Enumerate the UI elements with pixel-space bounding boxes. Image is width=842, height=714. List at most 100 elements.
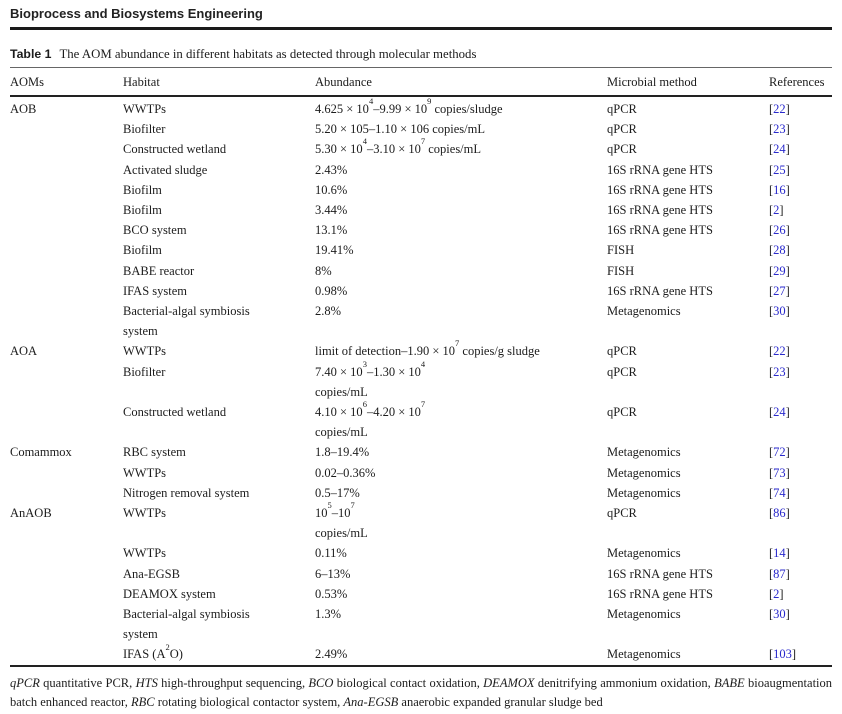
aom-cell: AOA	[10, 344, 38, 359]
aom-cell	[10, 139, 123, 159]
reference-link[interactable]: [87]	[769, 566, 790, 581]
column-header-habitat: Habitat	[123, 67, 315, 97]
aom-cell	[10, 463, 123, 483]
reference-cell: [73]	[769, 463, 832, 483]
habitat-cell: Biofilm	[123, 243, 162, 258]
habitat-cell: Biofilm	[123, 203, 162, 218]
method-cell: qPCR	[607, 506, 637, 521]
habitat-cell: Activated sludge	[123, 162, 208, 177]
abundance-cell: 13.1%	[315, 223, 348, 238]
aom-cell	[10, 160, 123, 180]
aom-cell	[10, 362, 123, 402]
aom-cell	[10, 200, 123, 220]
method-cell: Metagenomics	[607, 607, 681, 622]
reference-cell: [74]	[769, 483, 832, 503]
journal-title: Bioprocess and Biosystems Engineering	[10, 6, 263, 21]
reference-link[interactable]: [72]	[769, 445, 790, 460]
table-row: Constructed wetland 5.30 × 104–3.10 × 107…	[10, 137, 832, 159]
reference-link[interactable]: [23]	[769, 122, 790, 137]
habitat-cell: Constructed wetland	[123, 142, 227, 157]
aom-cell	[10, 220, 123, 240]
table-header: AOMs Habitat Abundance Microbial method …	[10, 67, 832, 97]
table-row: Biofilm 3.44% 16S rRNA gene HTS [2]	[10, 200, 832, 220]
table-caption-text: The AOM abundance in different habitats …	[59, 47, 477, 61]
abundance-cell: 2.49%	[315, 647, 348, 662]
reference-link[interactable]: [103]	[769, 647, 797, 662]
reference-link[interactable]: [26]	[769, 223, 790, 238]
habitat-cell: Biofilter	[123, 122, 166, 137]
reference-link[interactable]: [25]	[769, 162, 790, 177]
method-cell: qPCR	[607, 405, 637, 420]
reference-link[interactable]: [24]	[769, 405, 790, 420]
abundance-cell: 3.44%	[315, 203, 348, 218]
table-row: Biofilter 5.20 × 105–1.10 × 106 copies/mL…	[10, 119, 832, 139]
habitat-cell: WWTPs	[123, 465, 167, 480]
reference-link[interactable]: [2]	[769, 586, 784, 601]
method-cell: 16S rRNA gene HTS	[607, 586, 713, 601]
table-row: Biofilm 19.41% FISH [28]	[10, 240, 832, 260]
habitat-cell: WWTPs	[123, 102, 167, 116]
reference-link[interactable]: [14]	[769, 546, 790, 561]
method-cell: Metagenomics	[607, 546, 681, 561]
abundance-cell: 0.98%	[315, 283, 348, 298]
reference-link[interactable]: [2]	[769, 203, 784, 218]
reference-link[interactable]: [30]	[769, 304, 790, 319]
aom-cell: Comammox	[10, 445, 72, 460]
reference-cell: [28]	[769, 240, 832, 260]
habitat-cell: Constructed wetland	[123, 405, 227, 420]
abundance-cell: 6–13%	[315, 566, 351, 581]
abundance-cell: 1.8–19.4%	[315, 445, 370, 460]
reference-link[interactable]: [29]	[769, 263, 790, 278]
aom-cell	[10, 261, 123, 281]
method-cell: Metagenomics	[607, 465, 681, 480]
abundance-cell: 0.53%	[315, 586, 348, 601]
aom-cell	[10, 644, 123, 665]
table-row: Constructed wetland 4.10 × 106–4.20 × 107…	[10, 400, 832, 442]
reference-cell: [22]	[769, 341, 832, 361]
habitat-cell: WWTPs	[123, 506, 167, 521]
abundance-cell: 2.8%	[315, 304, 342, 319]
reference-link[interactable]: [23]	[769, 364, 790, 379]
reference-link[interactable]: [22]	[769, 344, 790, 359]
abundance-cell: 10.6%	[315, 182, 348, 197]
method-cell: qPCR	[607, 364, 637, 379]
reference-link[interactable]: [16]	[769, 182, 790, 197]
method-cell: qPCR	[607, 344, 637, 359]
reference-cell: [27]	[769, 281, 832, 301]
abundance-cell: 4.625 × 104–9.99 × 109 copies/sludge	[315, 96, 503, 116]
column-header-aoms: AOMs	[10, 67, 123, 97]
reference-link[interactable]: [86]	[769, 506, 790, 521]
habitat-cell: IFAS system	[123, 283, 188, 298]
table-row: IFAS system 0.98% 16S rRNA gene HTS [27]	[10, 281, 832, 301]
reference-link[interactable]: [73]	[769, 465, 790, 480]
reference-link[interactable]: [30]	[769, 607, 790, 622]
aom-cell	[10, 402, 123, 442]
habitat-cell: Ana-EGSB	[123, 566, 180, 581]
reference-link[interactable]: [24]	[769, 142, 790, 157]
aom-abundance-table: AOMs Habitat Abundance Microbial method …	[10, 67, 832, 667]
reference-cell: [16]	[769, 180, 832, 200]
reference-cell: [23]	[769, 362, 832, 402]
reference-link[interactable]: [28]	[769, 243, 790, 258]
reference-link[interactable]: [27]	[769, 283, 790, 298]
abundance-cell: 7.40 × 103–1.30 × 104 copies/mL	[315, 358, 426, 399]
method-cell: Metagenomics	[607, 485, 681, 500]
reference-link[interactable]: [22]	[769, 102, 790, 116]
reference-cell: [23]	[769, 119, 832, 139]
method-cell: 16S rRNA gene HTS	[607, 182, 713, 197]
table-row: WWTPs 0.02–0.36% Metagenomics [73]	[10, 463, 832, 483]
reference-cell: [24]	[769, 402, 832, 442]
reference-link[interactable]: [74]	[769, 485, 790, 500]
column-header-references: References	[769, 67, 832, 97]
reference-cell: [103]	[769, 644, 832, 665]
reference-cell: [30]	[769, 301, 832, 341]
reference-cell: [25]	[769, 160, 832, 180]
habitat-cell: Biofilter	[123, 364, 166, 379]
habitat-cell: Bacterial-algal symbiosis system	[123, 607, 250, 642]
table-row: Biofilm 10.6% 16S rRNA gene HTS [16]	[10, 180, 832, 200]
reference-cell: [72]	[769, 442, 832, 462]
table-row: AnAOB WWTPs 105–107 copies/mL qPCR [86]	[10, 501, 832, 543]
reference-cell: [24]	[769, 139, 832, 159]
method-cell: FISH	[607, 263, 635, 278]
